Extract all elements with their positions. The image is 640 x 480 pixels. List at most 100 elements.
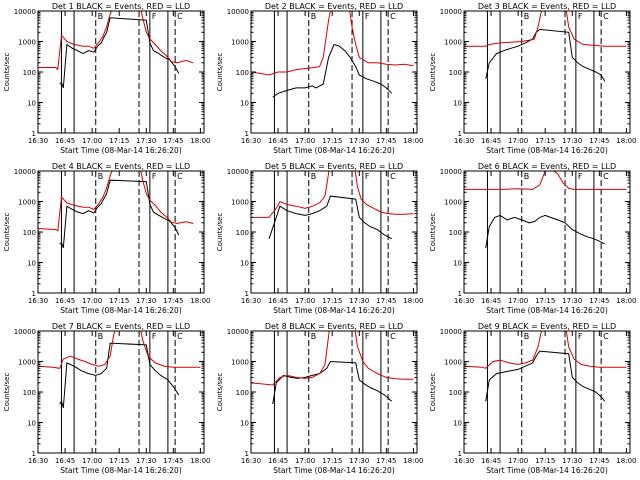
region-label: F — [578, 172, 583, 181]
region-label: C — [177, 12, 183, 21]
x-tick-label: 16:30 — [28, 297, 48, 305]
x-tick-label: 17:30 — [349, 297, 369, 305]
plot-frame — [37, 10, 205, 134]
series-line-events — [485, 350, 606, 402]
region-label: C — [603, 332, 609, 341]
y-tick-label: 1000 — [18, 359, 36, 367]
x-tick-label: 16:30 — [241, 297, 261, 305]
x-axis-label: Start Time (08-Mar-14 16:26:20) — [273, 306, 395, 315]
panel-title: Det 7 BLACK = Events, RED = LLD — [52, 322, 190, 331]
x-tick-label: 17:00 — [82, 137, 102, 145]
x-tick-label: 17:45 — [589, 297, 609, 305]
y-tick-label: 100 — [236, 69, 249, 77]
plot-frame — [250, 330, 418, 454]
x-tick-label: 17:45 — [163, 457, 183, 465]
x-tick-label: 16:30 — [454, 137, 474, 145]
y-tick-label: 1000 — [231, 199, 249, 207]
y-tick-label: 1 — [245, 450, 249, 458]
region-label: F — [152, 332, 157, 341]
y-tick-label: 1 — [32, 290, 36, 298]
y-tick-label: 1 — [458, 130, 462, 138]
x-tick-label: 17:45 — [589, 457, 609, 465]
x-tick-label: 16:45 — [55, 457, 75, 465]
x-tick-label: 17:45 — [163, 297, 183, 305]
x-tick-label: 17:30 — [136, 457, 156, 465]
x-tick-label: 17:00 — [508, 297, 528, 305]
y-tick-label: 1000 — [18, 199, 36, 207]
y-tick-label: 10 — [240, 100, 249, 108]
y-tick-label: 1000 — [231, 359, 249, 367]
region-label: B — [524, 12, 530, 21]
y-axis-label: Counts/sec — [3, 373, 11, 412]
region-label: B — [524, 172, 530, 181]
x-tick-label: 18:00 — [190, 297, 210, 305]
x-tick-label: 17:15 — [535, 457, 555, 465]
y-tick-label: 10 — [27, 100, 36, 108]
x-tick-label: 17:30 — [562, 297, 582, 305]
y-axis-label: Counts/sec — [216, 53, 224, 92]
plot-frame — [250, 170, 418, 294]
region-label: B — [311, 172, 317, 181]
x-tick-label: 16:30 — [241, 457, 261, 465]
x-tick-label: 17:15 — [535, 297, 555, 305]
y-tick-label: 10 — [453, 420, 462, 428]
series-line-lld — [464, 331, 627, 369]
plot-frame — [37, 330, 205, 454]
panel-title: Det 5 BLACK = Events, RED = LLD — [265, 162, 403, 171]
x-axis-label: Start Time (08-Mar-14 16:26:20) — [60, 306, 182, 315]
y-tick-label: 10000 — [227, 328, 249, 336]
panel-title: Det 9 BLACK = Events, RED = LLD — [478, 322, 616, 331]
plot-frame — [463, 330, 631, 454]
x-tick-label: 16:45 — [268, 297, 288, 305]
x-tick-label: 17:00 — [295, 137, 315, 145]
y-tick-label: 1 — [458, 450, 462, 458]
x-tick-label: 17:45 — [376, 137, 396, 145]
y-tick-label: 100 — [449, 69, 462, 77]
region-label: C — [603, 172, 609, 181]
x-tick-label: 16:30 — [454, 457, 474, 465]
y-axis-label: Counts/sec — [216, 213, 224, 252]
x-tick-label: 17:00 — [508, 137, 528, 145]
series-line-lld — [464, 171, 627, 190]
x-tick-label: 17:30 — [562, 457, 582, 465]
region-label: F — [578, 12, 583, 21]
x-tick-label: 18:00 — [616, 457, 636, 465]
region-label: C — [177, 172, 183, 181]
region-label: F — [152, 12, 157, 21]
x-tick-label: 17:15 — [322, 297, 342, 305]
region-label: F — [578, 332, 583, 341]
x-tick-label: 18:00 — [403, 137, 423, 145]
x-tick-label: 16:45 — [481, 297, 501, 305]
x-tick-label: 16:45 — [55, 137, 75, 145]
x-tick-label: 16:45 — [481, 457, 501, 465]
x-axis-label: Start Time (08-Mar-14 16:26:20) — [486, 306, 608, 315]
plot-frame — [37, 170, 205, 294]
x-tick-label: 17:15 — [535, 137, 555, 145]
y-tick-label: 1 — [32, 130, 36, 138]
y-tick-label: 100 — [236, 389, 249, 397]
series-line-lld — [38, 331, 201, 369]
y-tick-label: 100 — [449, 389, 462, 397]
x-tick-label: 16:30 — [28, 457, 48, 465]
x-tick-label: 17:00 — [82, 297, 102, 305]
x-tick-label: 17:00 — [295, 457, 315, 465]
x-axis-label: Start Time (08-Mar-14 16:26:20) — [486, 146, 608, 155]
x-tick-label: 16:30 — [28, 137, 48, 145]
y-tick-label: 10000 — [227, 168, 249, 176]
region-label: F — [365, 12, 370, 21]
region-label: B — [524, 332, 530, 341]
series-line-events — [268, 195, 392, 240]
x-tick-label: 16:45 — [268, 457, 288, 465]
panel-title: Det 4 BLACK = Events, RED = LLD — [52, 162, 190, 171]
region-label: C — [390, 12, 396, 21]
x-tick-label: 18:00 — [616, 297, 636, 305]
x-tick-label: 17:15 — [109, 457, 129, 465]
y-tick-label: 100 — [449, 229, 462, 237]
x-axis-label: Start Time (08-Mar-14 16:26:20) — [60, 146, 182, 155]
y-tick-label: 100 — [23, 389, 36, 397]
